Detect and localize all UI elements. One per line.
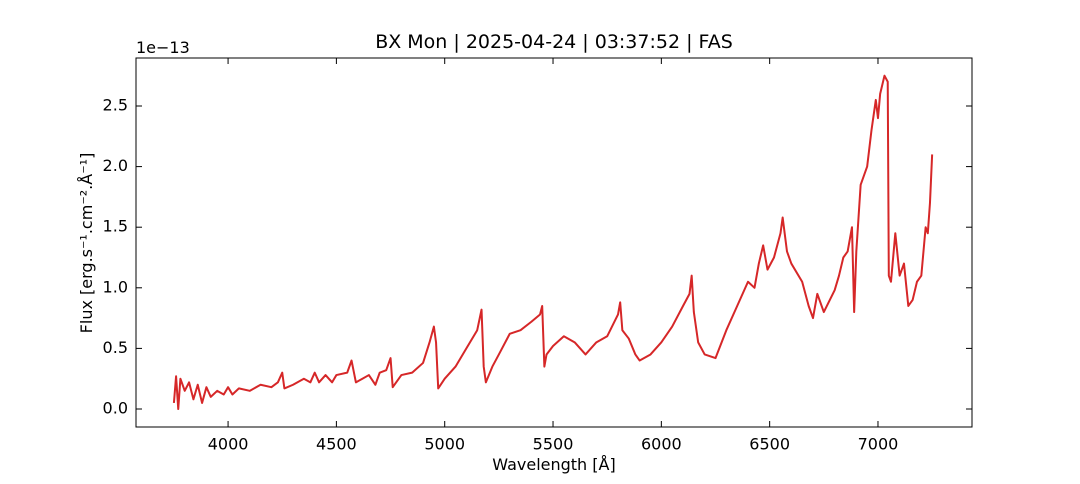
- x-tick-label: 6500: [749, 435, 790, 454]
- y-axis-label: Flux [erg.s⁻¹.cm⁻².Å⁻¹]: [77, 153, 96, 334]
- y-tick-label: 0.0: [103, 399, 128, 418]
- x-tick-label: 4500: [316, 435, 357, 454]
- spectrum-line: [172, 74, 934, 410]
- chart-title: BX Mon | 2025-04-24 | 03:37:52 | FAS: [375, 31, 733, 53]
- y-tick-label: 0.5: [103, 338, 128, 357]
- x-tick-label: 5500: [533, 435, 574, 454]
- y-tick-label: 2.0: [103, 156, 128, 175]
- x-tick-label: 7000: [858, 435, 899, 454]
- plot-frame: [135, 57, 973, 428]
- x-tick-label: 4000: [208, 435, 249, 454]
- y-tick-label: 2.5: [103, 95, 128, 114]
- y-tick-label: 1.0: [103, 277, 128, 296]
- x-tick-label: 6000: [641, 435, 682, 454]
- x-tick-label: 5000: [424, 435, 465, 454]
- y-offset-label: 1e−13: [136, 38, 190, 57]
- y-tick-label: 1.5: [103, 217, 128, 236]
- x-axis-label: Wavelength [Å]: [492, 455, 615, 474]
